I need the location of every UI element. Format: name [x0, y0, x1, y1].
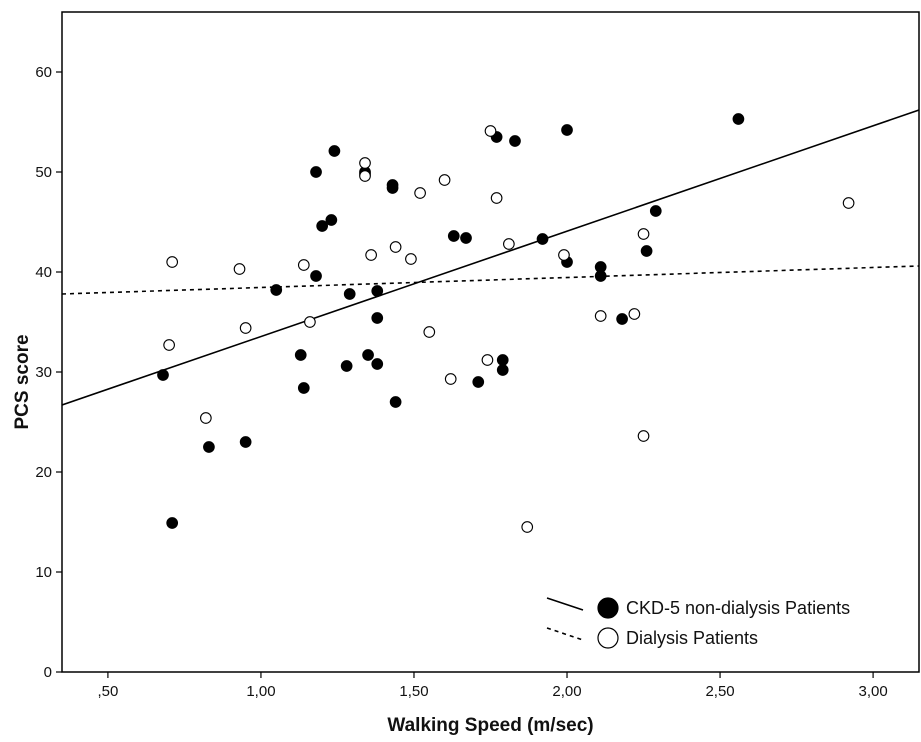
legend-marker-swatch [597, 627, 619, 649]
data-point [362, 349, 374, 361]
data-point [496, 364, 509, 376]
data-point [561, 124, 573, 136]
x-tick-label: 1,50 [399, 683, 428, 700]
data-point [328, 145, 341, 157]
data-point [521, 521, 534, 533]
legend-item-dialysis: Dialysis Patients [546, 627, 758, 649]
y-tick-label: 30 [35, 364, 52, 381]
data-point [157, 369, 169, 381]
legend-marker-swatch [597, 597, 619, 619]
data-point [325, 214, 338, 226]
data-point [490, 192, 503, 204]
data-point [444, 373, 457, 385]
data-point [359, 170, 371, 182]
data-point [423, 326, 436, 338]
data-point [270, 284, 283, 296]
y-tick-label: 20 [35, 464, 52, 481]
data-point [310, 270, 322, 282]
data-point [304, 316, 316, 328]
data-point [316, 220, 329, 232]
data-point [163, 339, 175, 351]
data-point [484, 125, 497, 137]
data-point [594, 310, 607, 322]
legend: CKD-5 non-dialysis Patients Dialysis Pati… [546, 597, 850, 649]
data-point [297, 259, 310, 271]
x-tick-label: 3,00 [858, 683, 887, 700]
data-point [649, 205, 662, 217]
data-point [732, 113, 745, 125]
data-point [371, 358, 384, 370]
data-point [239, 322, 252, 334]
data-point [628, 308, 641, 320]
fit-line-ckd5-non-dialysis [62, 109, 919, 406]
data-point [389, 396, 402, 408]
series-dialysis-points [163, 125, 855, 533]
y-tick-label: 10 [35, 564, 52, 581]
data-point [509, 135, 521, 147]
data-point [438, 174, 451, 186]
legend-label: CKD-5 non-dialysis Patients [626, 598, 850, 618]
legend-line-swatch [546, 627, 584, 641]
plot-frame [61, 11, 920, 673]
data-point [297, 382, 310, 394]
y-axis-title: PCS score [12, 334, 33, 429]
data-point [233, 263, 246, 275]
data-point [310, 166, 322, 178]
x-tick-label: ,50 [97, 683, 118, 700]
data-point [294, 349, 307, 361]
legend-line-swatch [546, 597, 584, 611]
data-point [637, 430, 650, 442]
y-tick-label: 50 [35, 164, 52, 181]
data-point [365, 249, 377, 261]
x-tick-label: 1,00 [246, 683, 275, 700]
data-point [389, 241, 402, 253]
data-point [594, 270, 607, 282]
data-point [359, 157, 371, 169]
legend-label: Dialysis Patients [626, 628, 758, 648]
x-axis-ticks: ,50 1,00 1,50 2,00 2,50 3,00 [97, 672, 888, 700]
data-point [460, 232, 472, 244]
data-point [166, 256, 179, 268]
y-axis-ticks: 0 10 20 30 40 50 60 [35, 64, 62, 681]
legend-item-ckd5-non-dialysis: CKD-5 non-dialysis Patients [546, 597, 850, 619]
data-point [481, 354, 494, 366]
data-point [842, 197, 855, 209]
data-point [496, 354, 509, 366]
data-point [503, 238, 515, 250]
data-point [200, 412, 212, 424]
data-point [414, 187, 426, 199]
data-point [239, 436, 252, 448]
x-axis-title: Walking Speed (m/sec) [387, 715, 593, 736]
data-point [371, 285, 384, 297]
data-point [447, 230, 460, 242]
data-point [640, 245, 653, 257]
data-point [616, 313, 628, 325]
data-point [386, 182, 399, 194]
data-point [371, 312, 384, 324]
data-point [558, 249, 570, 261]
y-tick-label: 0 [44, 664, 52, 681]
data-point [343, 288, 356, 300]
y-tick-label: 40 [35, 264, 52, 281]
data-point [637, 228, 650, 240]
fit-line-dialysis [62, 265, 919, 295]
data-point [340, 360, 353, 372]
data-point [166, 517, 179, 529]
data-point [472, 376, 485, 388]
x-tick-label: 2,00 [552, 683, 581, 700]
plot-area [62, 109, 919, 533]
y-tick-label: 60 [35, 64, 52, 81]
series-ckd5-non-dialysis-points [157, 113, 745, 529]
x-tick-label: 2,50 [705, 683, 734, 700]
data-point [405, 253, 417, 265]
data-point [536, 233, 549, 245]
data-point [203, 441, 215, 453]
